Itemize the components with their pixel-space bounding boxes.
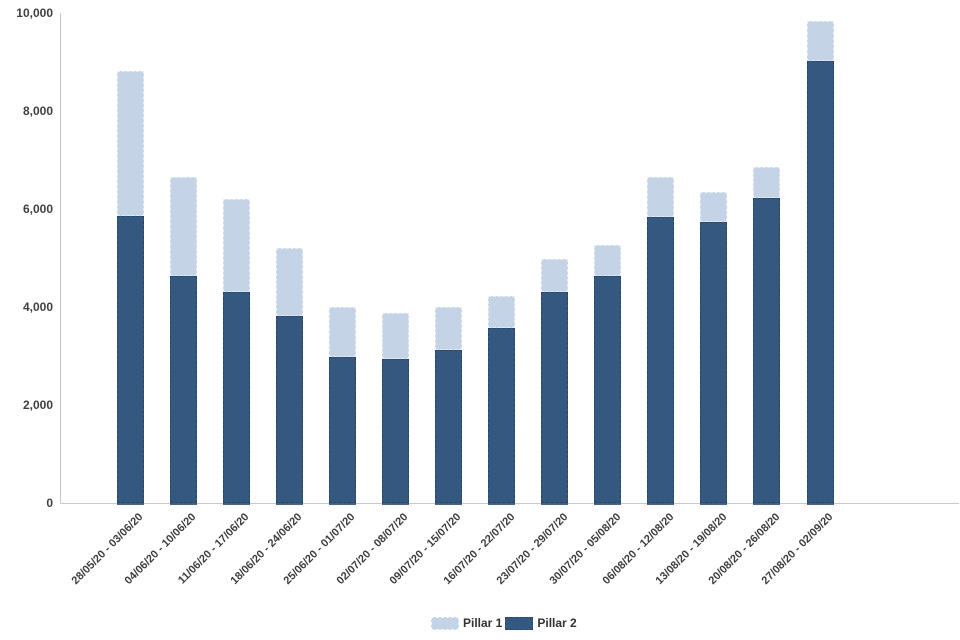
bar-segment-pillar-1[interactable]	[806, 20, 834, 61]
bar-column	[222, 199, 250, 503]
y-axis-label: 8,000	[22, 104, 53, 118]
legend-label-pillar-2: Pillar 2	[537, 616, 577, 630]
legend-item-pillar-1[interactable]: Pillar 1	[431, 616, 502, 630]
y-axis-label: 4,000	[22, 300, 53, 314]
bar-segment-pillar-2[interactable]	[116, 215, 144, 503]
bar-column	[488, 296, 516, 503]
bar-column	[753, 167, 781, 503]
y-axis-label: 10,000	[16, 6, 53, 20]
bar-column	[647, 177, 675, 503]
bar-segment-pillar-1[interactable]	[700, 191, 728, 223]
bar-segment-pillar-2[interactable]	[169, 275, 197, 503]
bar-segment-pillar-1[interactable]	[541, 259, 569, 293]
bar-segment-pillar-1[interactable]	[753, 167, 781, 199]
pillar-2-swatch-icon	[505, 616, 534, 630]
bar-column	[275, 248, 303, 503]
bar-segment-pillar-1[interactable]	[381, 312, 409, 360]
bar-segment-pillar-2[interactable]	[700, 222, 728, 503]
bar-segment-pillar-1[interactable]	[647, 177, 675, 218]
y-axis-label: 0	[46, 496, 53, 510]
x-axis-line	[60, 503, 959, 504]
bar-segment-pillar-1[interactable]	[116, 70, 144, 216]
bar-column	[541, 259, 569, 503]
bar-column	[594, 244, 622, 503]
bar-segment-pillar-2[interactable]	[594, 275, 622, 503]
bar-segment-pillar-1[interactable]	[594, 244, 622, 276]
bar-column	[700, 191, 728, 503]
bar-column	[806, 20, 834, 503]
bar-segment-pillar-1[interactable]	[275, 248, 303, 316]
bar-segment-pillar-2[interactable]	[488, 328, 516, 503]
bar-segment-pillar-1[interactable]	[169, 177, 197, 276]
y-axis-label: 2,000	[22, 398, 53, 412]
bar-segment-pillar-2[interactable]	[647, 217, 675, 503]
bar-segment-pillar-2[interactable]	[381, 359, 409, 503]
bar-column	[169, 177, 197, 503]
bar-segment-pillar-2[interactable]	[275, 315, 303, 503]
bar-segment-pillar-2[interactable]	[753, 198, 781, 503]
bar-segment-pillar-2[interactable]	[434, 350, 462, 503]
y-axis-label: 6,000	[22, 202, 53, 216]
bar-segment-pillar-2[interactable]	[328, 356, 356, 503]
bar-segment-pillar-2[interactable]	[806, 60, 834, 503]
bar-segment-pillar-1[interactable]	[328, 306, 356, 357]
legend: Pillar 1 Pillar 2	[431, 616, 577, 630]
bar-segment-pillar-2[interactable]	[541, 292, 569, 503]
bar-column	[381, 312, 409, 503]
pillar-1-swatch-icon	[431, 616, 459, 630]
y-axis-line	[60, 13, 61, 504]
bar-column	[116, 70, 144, 503]
bar-segment-pillar-1[interactable]	[434, 306, 462, 351]
bar-segment-pillar-1[interactable]	[488, 296, 516, 329]
bar-segment-pillar-2[interactable]	[222, 291, 250, 503]
bar-column	[328, 306, 356, 503]
legend-item-pillar-2[interactable]: Pillar 2	[505, 616, 577, 630]
bar-segment-pillar-1[interactable]	[222, 199, 250, 292]
bar-column	[434, 306, 462, 503]
legend-label-pillar-1: Pillar 1	[463, 616, 503, 630]
